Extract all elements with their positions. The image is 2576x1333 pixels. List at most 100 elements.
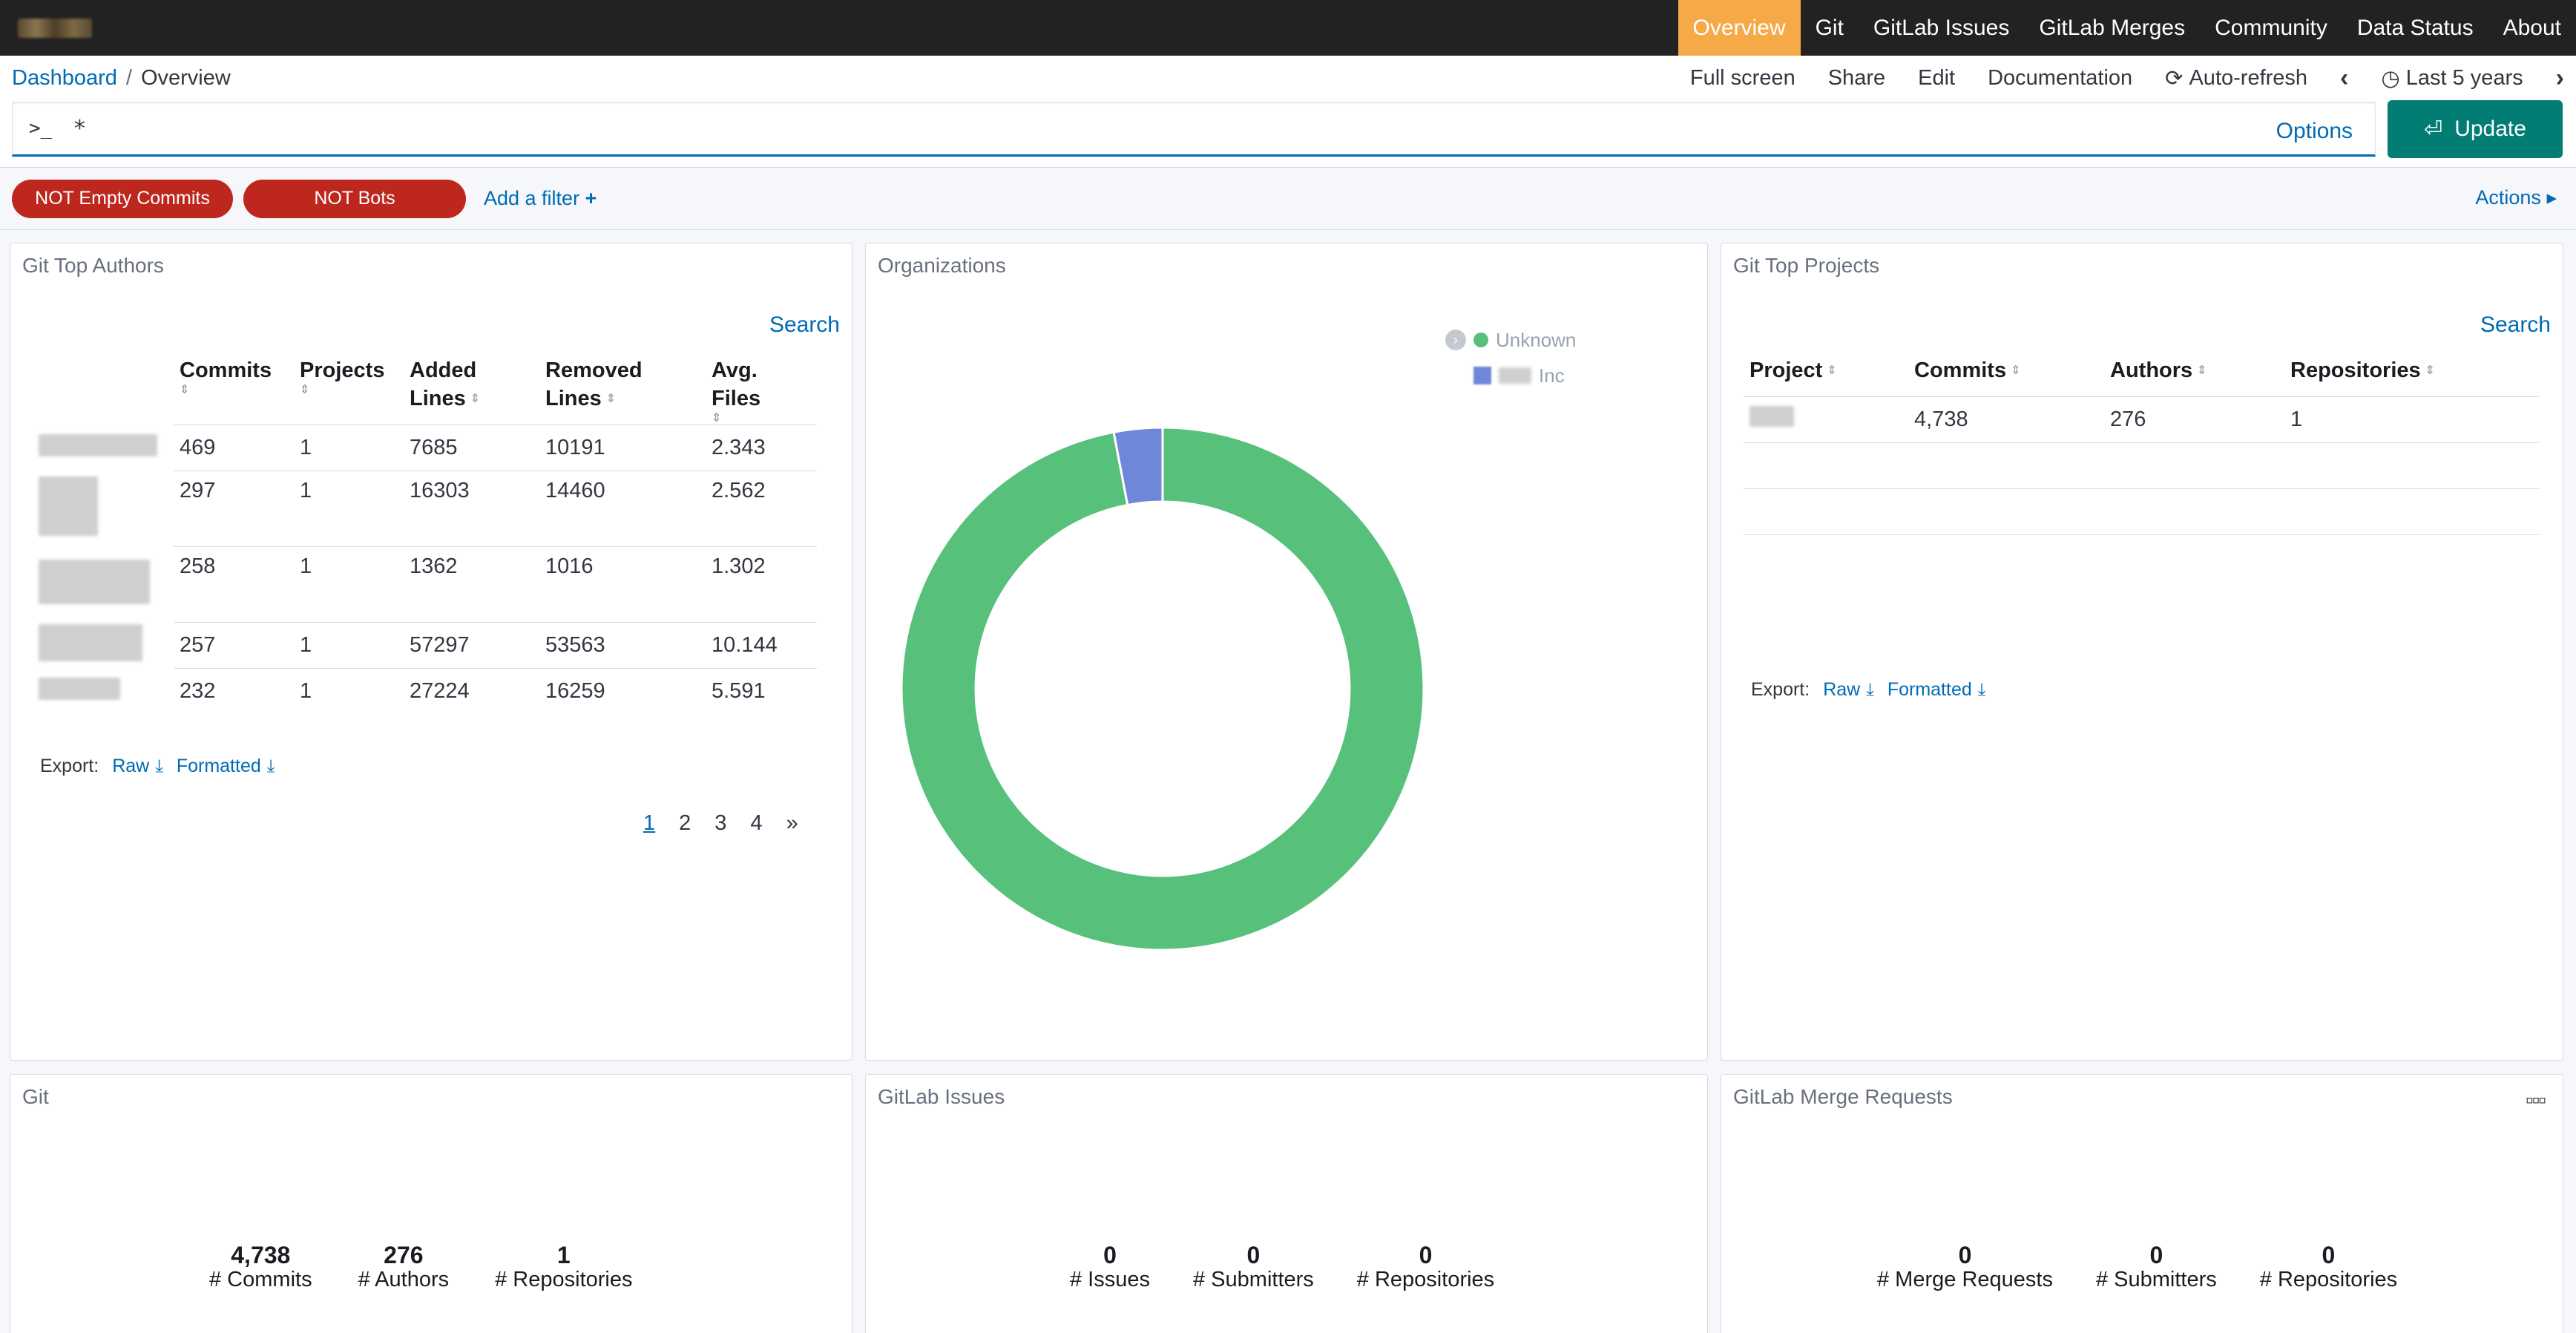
- export-raw-link[interactable]: Raw ⤓: [1823, 679, 1874, 701]
- query-value: *: [73, 115, 87, 142]
- sort-icon: ⇕: [300, 384, 310, 396]
- export-formatted-link[interactable]: Formatted ⤓: [1887, 679, 1986, 701]
- metric-value: 0: [1419, 1242, 1433, 1268]
- sort-icon: ⇕: [2425, 364, 2436, 378]
- panel-title: Git: [22, 1085, 49, 1108]
- git-metrics-panel: Git 4,738 # Commits 276 # Authors 1 # Re…: [10, 1074, 852, 1333]
- tab-git[interactable]: Git: [1815, 15, 1844, 40]
- donut-slice-unknown[interactable]: [900, 426, 1425, 952]
- cell: 469: [174, 425, 294, 471]
- actions-button[interactable]: Actions ▸: [2475, 186, 2557, 209]
- legend-item-inc[interactable]: Inc: [1445, 358, 1576, 393]
- full-screen-button[interactable]: Full screen: [1689, 65, 1795, 90]
- cell: 1: [294, 668, 404, 715]
- options-button[interactable]: Options: [2276, 119, 2353, 143]
- cell: 276: [2104, 396, 2284, 442]
- gitlab-issues-panel: GitLab Issues 0 # Issues 0 # Submitters …: [865, 1074, 1708, 1333]
- cell: 1.302: [706, 546, 817, 623]
- share-button[interactable]: Share: [1827, 65, 1886, 90]
- export-formatted-link[interactable]: Formatted ⤓: [177, 756, 275, 777]
- top-menu: Full screen Share Edit Documentation ⟳ A…: [1690, 64, 2564, 93]
- tab-about[interactable]: About: [2503, 15, 2561, 40]
- download-icon: ⤓: [266, 756, 275, 776]
- cell: 7685: [404, 425, 539, 471]
- filter-pill-not-empty-commits[interactable]: NOT Empty Commits: [12, 179, 233, 218]
- author-name-blurred: [33, 425, 174, 471]
- column-projects[interactable]: Projects ⇕: [294, 356, 404, 425]
- column-added-lines[interactable]: Added Lines ⇕: [404, 356, 539, 425]
- add-filter-button[interactable]: Add a filter +: [484, 187, 597, 210]
- breadcrumb: Dashboard / Overview: [12, 66, 231, 91]
- chevron-right-icon[interactable]: ›: [2555, 63, 2564, 92]
- metric-value: 0: [1103, 1242, 1117, 1268]
- chevron-left-icon[interactable]: ‹: [2340, 63, 2349, 92]
- tab-gitlab-issues[interactable]: GitLab Issues: [1873, 15, 2010, 40]
- cell: 10191: [539, 425, 706, 471]
- column-removed-lines[interactable]: Removed Lines ⇕: [539, 356, 706, 425]
- metric-issues: 0 # Issues: [1070, 1242, 1150, 1291]
- column-project[interactable]: Project ⇕: [1744, 356, 1908, 396]
- page-3[interactable]: 3: [714, 811, 727, 835]
- cell: 2.562: [706, 471, 817, 547]
- page-4[interactable]: 4: [750, 811, 763, 835]
- query-bar: >_ * Options ⏎ Update: [0, 100, 2576, 167]
- metric-value: 1: [556, 1242, 571, 1268]
- tab-overview[interactable]: Overview: [1678, 0, 1801, 56]
- cell: 1: [294, 546, 404, 623]
- auto-refresh-button[interactable]: ⟳ Auto-refresh: [2165, 65, 2307, 91]
- header-label: Projects: [300, 358, 385, 382]
- query-input[interactable]: >_ * Options: [12, 102, 2376, 157]
- authors-search-link[interactable]: Search: [769, 312, 840, 337]
- cell: 1: [2284, 396, 2539, 442]
- filter-pill-not-bots[interactable]: NOT Bots: [243, 179, 466, 218]
- tab-data-status[interactable]: Data Status: [2356, 15, 2474, 40]
- column-commits[interactable]: Commits ⇕: [174, 356, 294, 425]
- metric-value: 0: [2149, 1242, 2163, 1268]
- metric-label: # Submitters: [2095, 1268, 2217, 1291]
- cell: 5.591: [706, 668, 817, 715]
- page-2[interactable]: 2: [679, 811, 691, 835]
- cell: 258: [174, 546, 294, 623]
- legend-toggle-icon[interactable]: ›: [1445, 330, 1466, 350]
- cell: 14460: [539, 471, 706, 547]
- header-label: Authors: [2110, 358, 2193, 382]
- legend-item-unknown[interactable]: › Unknown: [1445, 322, 1576, 358]
- metric-submitters: 0 # Submitters: [1193, 1242, 1314, 1291]
- breadcrumb-dashboard[interactable]: Dashboard: [12, 65, 117, 90]
- formatted-label: Formatted: [176, 756, 261, 776]
- export-raw-link[interactable]: Raw ⤓: [112, 756, 163, 777]
- column-authors[interactable]: Authors ⇕: [2104, 356, 2284, 396]
- metric-authors: 276 # Authors: [358, 1242, 450, 1291]
- metric-label: # Merge Requests: [1877, 1268, 2053, 1291]
- sort-icon: ⇕: [470, 393, 481, 406]
- time-picker-button[interactable]: ◷ Last 5 years: [2381, 65, 2523, 91]
- edit-button[interactable]: Edit: [1918, 65, 1956, 90]
- plus-icon: +: [585, 187, 597, 209]
- sort-icon: ⇕: [712, 412, 722, 425]
- sort-icon: ⇕: [2197, 364, 2207, 378]
- page-next[interactable]: »: [786, 811, 798, 835]
- nav-tabs: Overview Git GitLab Issues GitLab Merges…: [1678, 0, 2576, 56]
- organizations-donut-chart: [900, 426, 1425, 952]
- more-options-icon[interactable]: ▫▫▫: [2526, 1088, 2546, 1113]
- update-button[interactable]: ⏎ Update: [2388, 100, 2563, 158]
- donut-slice-inc[interactable]: [1112, 426, 1164, 507]
- projects-search-link[interactable]: Search: [2480, 312, 2551, 337]
- metric-label: # Repositories: [2259, 1268, 2398, 1291]
- table-row-empty: [1744, 534, 2539, 580]
- table-row: 258 1 1362 1016 1.302: [33, 546, 817, 623]
- column-avg-files[interactable]: Avg. Files ⇕: [706, 356, 817, 425]
- cell: 1016: [539, 546, 706, 623]
- documentation-button[interactable]: Documentation: [1988, 65, 2133, 90]
- tab-gitlab-merges[interactable]: GitLab Merges: [2039, 15, 2186, 40]
- cell: 2.343: [706, 425, 817, 471]
- tab-community[interactable]: Community: [2215, 15, 2327, 40]
- sub-header: Dashboard / Overview Full screen Share E…: [0, 56, 2576, 100]
- column-repositories[interactable]: Repositories ⇕: [2284, 356, 2539, 396]
- breadcrumb-separator: /: [125, 65, 132, 90]
- column-commits[interactable]: Commits ⇕: [1908, 356, 2104, 396]
- header-label: Commits: [180, 358, 272, 382]
- page-1[interactable]: 1: [643, 811, 656, 835]
- cell: 232: [174, 668, 294, 715]
- author-name-blurred: [33, 547, 174, 623]
